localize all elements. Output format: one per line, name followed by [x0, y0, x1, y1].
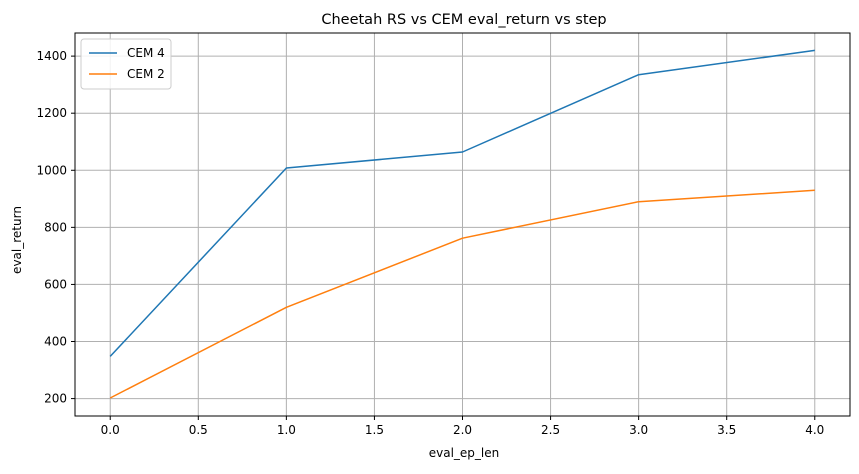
x-tick-label: 4.0	[805, 423, 824, 437]
x-tick-label: 0.5	[189, 423, 208, 437]
y-tick-label: 200	[44, 392, 67, 406]
x-tick-label: 0.0	[101, 423, 120, 437]
y-tick-label: 400	[44, 335, 67, 349]
x-tick-label: 3.5	[717, 423, 736, 437]
y-tick-label: 1400	[36, 49, 67, 63]
x-tick-label: 3.0	[629, 423, 648, 437]
y-tick-label: 600	[44, 277, 67, 291]
y-tick-label: 800	[44, 220, 67, 234]
legend: CEM 4 CEM 2	[80, 38, 172, 90]
grid-layer	[75, 33, 850, 416]
series-layer	[109, 49, 815, 399]
series-line-2	[109, 189, 815, 399]
x-tick-label: 1.5	[365, 423, 384, 437]
y-tick-label: 1200	[36, 106, 67, 120]
x-axis-label: eval_ep_len	[429, 446, 500, 460]
legend-box	[80, 38, 172, 90]
legend-label: CEM 2	[127, 67, 165, 81]
series-line-1	[109, 49, 815, 357]
legend-label: CEM 4	[127, 46, 165, 60]
x-tick-label: 2.0	[453, 423, 472, 437]
x-tick-label: 1.0	[277, 423, 296, 437]
y-tick-label: 1000	[36, 163, 67, 177]
y-axis-label: eval_return	[10, 206, 24, 274]
chart-title: Cheetah RS vs CEM eval_return vs step	[321, 12, 606, 28]
x-tick-label: 2.5	[541, 423, 560, 437]
ticks-layer: 0.0 0.5 1.0 1.5 2.0 2.5 3.0 3.5 4.0 200 400 600 800 1…	[36, 49, 824, 437]
